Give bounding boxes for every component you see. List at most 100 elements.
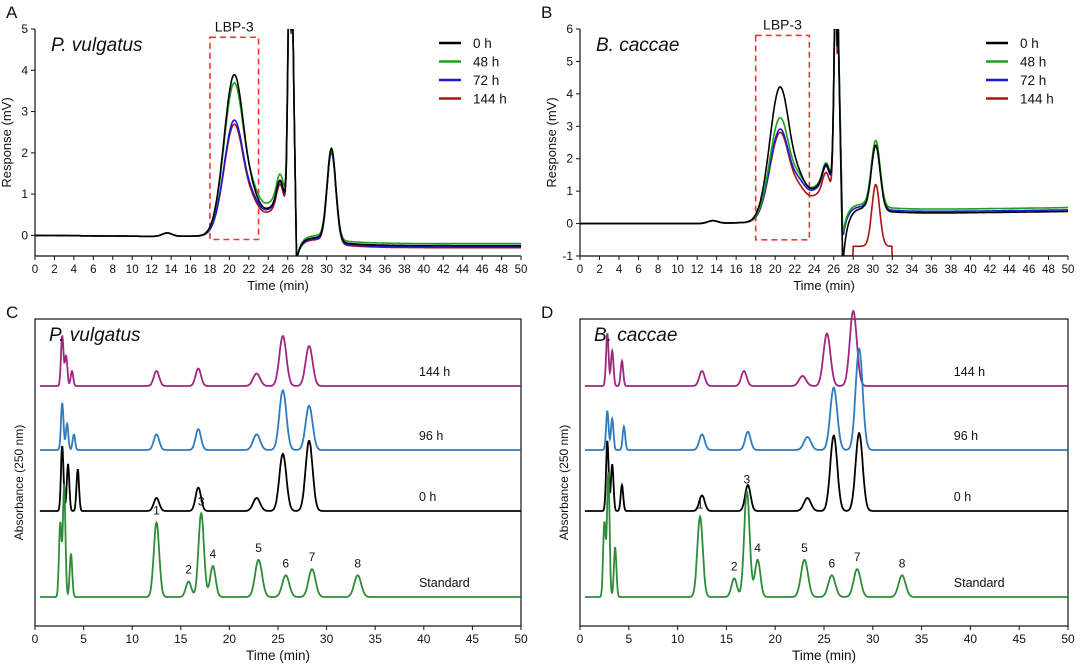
legend: 0 h 48 h 72 h 144 h <box>986 36 1054 107</box>
x-tick-label: 38 <box>398 264 411 276</box>
x-tick-label: 26 <box>281 264 294 276</box>
trace-0h <box>39 440 521 512</box>
x-tick-label: 8 <box>655 264 661 276</box>
peak-number-label: 5 <box>255 541 262 555</box>
peak-number-label: 5 <box>801 541 808 555</box>
trace-96h <box>39 388 521 451</box>
x-tick-label: 20 <box>223 632 237 646</box>
lbp3-label: LBP-3 <box>215 18 254 34</box>
trace-label: Standard <box>419 576 470 590</box>
x-tick-label: 18 <box>204 264 217 276</box>
x-tick-label: 12 <box>145 264 158 276</box>
y-tick-label: 4 <box>566 87 573 101</box>
x-tick-label: 18 <box>749 264 762 276</box>
peak-number-label: 2 <box>185 562 192 576</box>
x-tick-label: 40 <box>417 264 430 276</box>
x-tick-label: 30 <box>320 632 334 646</box>
y-tick-label: 0 <box>566 217 573 231</box>
x-tick-label: 25 <box>817 632 831 646</box>
x-tick-label: 4 <box>616 264 623 276</box>
trace-144h <box>584 310 1068 387</box>
lbp3-highlight-box <box>754 34 811 241</box>
x-tick-label: 6 <box>635 264 641 276</box>
y-tick-label: 3 <box>566 119 573 133</box>
x-tick-label: 20 <box>769 264 782 276</box>
trace-label: Standard <box>954 576 1005 590</box>
x-axis-label: Time (min) <box>246 648 310 663</box>
x-tick-label: 15 <box>720 632 734 646</box>
peak-number-label: 4 <box>210 547 217 561</box>
x-tick-label: 40 <box>964 632 978 646</box>
x-tick-label: 30 <box>320 264 333 276</box>
legend-label: 72 h <box>1020 73 1046 88</box>
trace-standard <box>584 472 1068 598</box>
legend-label: 72 h <box>473 73 499 88</box>
x-tick-label: 10 <box>126 264 139 276</box>
trace-label: 144 h <box>954 365 985 379</box>
y-tick-label: 1 <box>566 184 573 198</box>
x-tick-label: 10 <box>126 632 140 646</box>
y-tick-label: -1 <box>562 249 573 263</box>
x-tick-label: 34 <box>905 264 918 276</box>
x-tick-label: 12 <box>691 264 704 276</box>
x-tick-label: 50 <box>1062 264 1075 276</box>
panel-title: B. caccae <box>594 325 677 346</box>
x-tick-label: 50 <box>1061 632 1075 646</box>
y-axis-label: Response (mV) <box>0 97 14 187</box>
y-tick-label: 3 <box>21 105 28 119</box>
panel-letter: A <box>6 3 18 22</box>
series-line-0h <box>580 29 1068 256</box>
x-tick-label: 0 <box>577 264 583 276</box>
legend-label: 144 h <box>473 92 507 107</box>
trace-label: 0 h <box>954 490 971 504</box>
panel-title: P. vulgatus <box>51 35 143 56</box>
y-axis-label: Absorbance (250 nm) <box>12 425 26 540</box>
trace-label: 144 h <box>419 365 450 379</box>
x-tick-label: 5 <box>80 632 87 646</box>
series-group <box>580 29 1068 256</box>
x-tick-label: 38 <box>944 264 957 276</box>
trace-label: 0 h <box>419 490 436 504</box>
legend-label: 144 h <box>1020 92 1054 107</box>
x-tick-label: 35 <box>915 632 929 646</box>
x-tick-label: 25 <box>271 632 285 646</box>
x-tick-label: 42 <box>437 264 450 276</box>
x-tick-label: 48 <box>1042 264 1055 276</box>
x-tick-label: 24 <box>262 264 275 276</box>
y-tick-label: 1 <box>21 187 28 201</box>
x-tick-label: 2 <box>596 264 602 276</box>
x-tick-label: 16 <box>184 264 197 276</box>
x-tick-label: 30 <box>866 264 879 276</box>
panel-letter: C <box>6 303 18 322</box>
peak-number-label: 8 <box>899 556 906 570</box>
x-tick-label: 28 <box>847 264 860 276</box>
x-tick-label: 14 <box>710 264 723 276</box>
legend: 0 h 48 h 72 h 144 h <box>439 36 507 107</box>
y-tick-label: 5 <box>566 54 573 68</box>
x-tick-label: 22 <box>242 264 255 276</box>
legend-label: 0 h <box>473 36 492 51</box>
x-axis-label: Time (min) <box>793 278 855 293</box>
legend-label: 0 h <box>1020 36 1039 51</box>
x-tick-label: 46 <box>476 264 489 276</box>
peak-number-label: 8 <box>354 556 361 570</box>
x-tick-label: 2 <box>51 264 57 276</box>
x-tick-label: 36 <box>925 264 938 276</box>
x-tick-label: 28 <box>301 264 314 276</box>
x-tick-label: 40 <box>417 632 431 646</box>
trace-0h <box>584 432 1068 512</box>
x-tick-label: 20 <box>769 632 783 646</box>
trace-standard <box>39 482 521 598</box>
peak-number-label: 6 <box>282 556 289 570</box>
x-tick-label: 50 <box>514 632 528 646</box>
x-tick-label: 0 <box>577 632 584 646</box>
peak-number-label: 3 <box>198 494 205 508</box>
x-tick-label: 16 <box>730 264 743 276</box>
x-tick-label: 26 <box>827 264 840 276</box>
lbp3-highlight-box <box>209 36 260 241</box>
trace-label: 96 h <box>954 429 978 443</box>
x-tick-label: 45 <box>466 632 480 646</box>
trace-144h <box>39 334 521 387</box>
x-tick-label: 40 <box>964 264 977 276</box>
